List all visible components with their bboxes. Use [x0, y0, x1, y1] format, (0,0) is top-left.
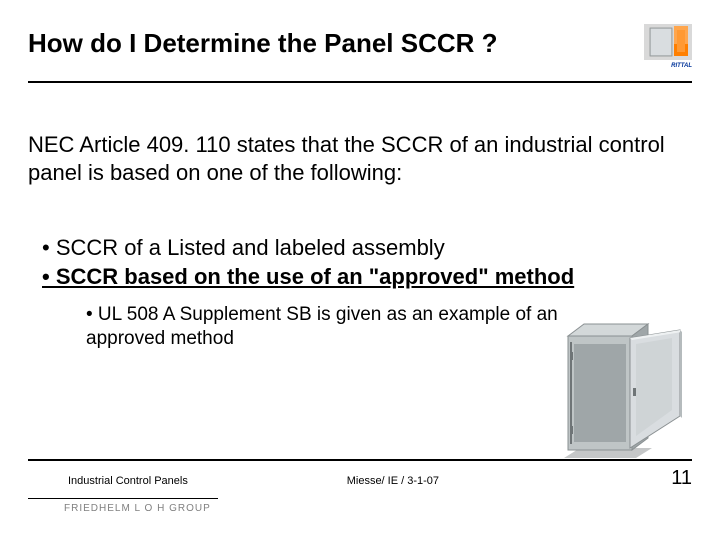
footer-sub-rule — [28, 498, 218, 499]
title-rule — [28, 81, 692, 83]
page-title: How do I Determine the Panel SCCR ? — [28, 28, 498, 59]
bullet-approved-method: • SCCR based on the use of an "approved"… — [28, 263, 692, 292]
intro-text: NEC Article 409. 110 states that the SCC… — [28, 131, 692, 186]
group-text: FRIEDHELM L O H GROUP — [64, 503, 211, 514]
enclosure-illustration — [560, 322, 688, 467]
slide: How do I Determine the Panel SCCR ? RITT… — [0, 0, 720, 540]
logo-text: RITTAL — [671, 63, 692, 68]
bullet-listed-assembly: • SCCR of a Listed and labeled assembly — [28, 234, 692, 263]
footer-center: Miesse/ IE / 3-1-07 — [347, 475, 613, 487]
group-name: FRIEDHELM L O H GROUP — [64, 503, 692, 514]
footer-row: Industrial Control Panels Miesse/ IE / 3… — [28, 467, 692, 490]
footer-rule — [28, 459, 692, 461]
page-number: 11 — [612, 467, 692, 490]
footer-left: Industrial Control Panels — [28, 475, 347, 487]
footer: Industrial Control Panels Miesse/ IE / 3… — [28, 459, 692, 514]
title-row: How do I Determine the Panel SCCR ? RITT… — [28, 28, 692, 73]
rittal-logo: RITTAL — [644, 24, 692, 73]
